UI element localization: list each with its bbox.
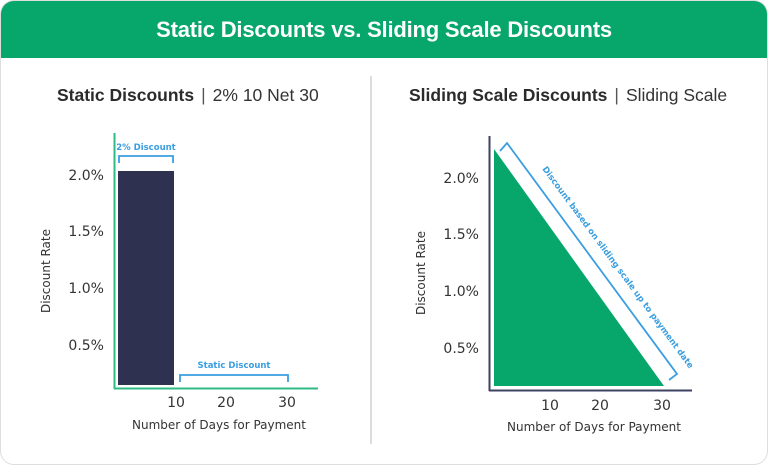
right-title-separator: | xyxy=(614,85,619,105)
annotation-2pct-discount: 2% Discount xyxy=(116,143,175,153)
left-ytick: 2.0% xyxy=(68,168,104,184)
right-title-sub: Sliding Scale xyxy=(625,85,728,105)
left-ytick: 1.5% xyxy=(68,224,104,240)
right-ytick: 2.0% xyxy=(443,171,479,187)
top-bracket xyxy=(118,155,174,163)
right-xtick: 30 xyxy=(653,398,671,414)
right-ylabel: Discount Rate xyxy=(414,231,428,315)
left-title-sub: 2% 10 Net 30 xyxy=(212,85,319,105)
diagonal-bracket xyxy=(499,141,679,381)
right-ytick: 1.5% xyxy=(443,227,479,243)
left-ylabel: Discount Rate xyxy=(39,229,53,313)
right-title-bold: Sliding Scale Discounts xyxy=(409,85,608,105)
left-ytick: 0.5% xyxy=(68,338,104,354)
left-title-separator: | xyxy=(201,85,206,105)
header-banner: Static Discounts vs. Sliding Scale Disco… xyxy=(1,1,767,58)
left-panel-title: Static Discounts | 2% 10 Net 30 xyxy=(57,85,319,106)
left-xlabel: Number of Days for Payment xyxy=(132,418,306,432)
right-xtick: 20 xyxy=(591,398,609,414)
right-xlabel: Number of Days for Payment xyxy=(507,420,681,434)
right-ytick: 1.0% xyxy=(443,284,479,300)
annotation-static-discount: Static Discount xyxy=(198,361,271,371)
right-xtick: 10 xyxy=(541,398,559,414)
left-xtick: 10 xyxy=(167,395,185,411)
panel-divider xyxy=(370,76,372,444)
bottom-bracket xyxy=(179,374,289,382)
left-xtick: 20 xyxy=(217,395,235,411)
left-title-bold: Static Discounts xyxy=(57,85,195,105)
left-ytick: 1.0% xyxy=(68,281,104,297)
discount-bar xyxy=(118,171,174,385)
left-xtick: 30 xyxy=(278,395,296,411)
right-ytick: 0.5% xyxy=(443,341,479,357)
right-panel-title: Sliding Scale Discounts | Sliding Scale xyxy=(409,85,727,106)
sliding-scale-area xyxy=(494,149,664,386)
header-title: Static Discounts vs. Sliding Scale Disco… xyxy=(156,16,612,42)
